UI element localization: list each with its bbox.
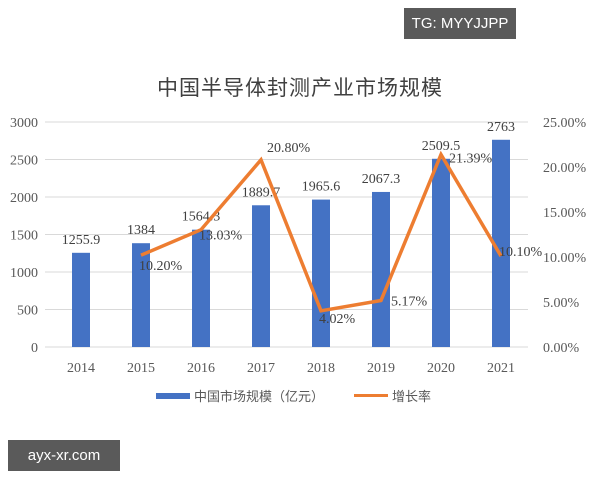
right-axis-tick: 15.00% xyxy=(543,206,587,221)
bar-value-label: 2067.3 xyxy=(362,172,401,187)
line-value-label: 5.17% xyxy=(391,294,428,309)
right-axis-tick: 10.00% xyxy=(543,251,587,266)
bar-value-label: 1965.6 xyxy=(302,180,341,195)
bar-value-label: 2763 xyxy=(487,120,515,135)
bar xyxy=(192,229,210,347)
growth-rate-line xyxy=(140,150,503,313)
legend-item-market-size: 中国市场规模（亿元） xyxy=(156,386,324,405)
legend-label-market-size: 中国市场规模（亿元） xyxy=(194,390,325,405)
right-axis-tick: 0.00% xyxy=(543,341,580,356)
bar-value-label: 1255.9 xyxy=(62,233,101,248)
line-value-label: 13.03% xyxy=(199,229,243,244)
x-axis-tick: 2018 xyxy=(307,361,335,376)
x-axis-tick: 2014 xyxy=(67,361,95,376)
x-axis-tick: 2016 xyxy=(187,361,215,376)
left-axis-tick: 500 xyxy=(17,304,38,319)
legend-label-growth-rate: 增长率 xyxy=(392,390,432,405)
x-axis-tick: 2020 xyxy=(427,361,455,376)
chart-legend: 中国市场规模（亿元） 增长率 xyxy=(156,386,461,405)
bar-value-label: 1384 xyxy=(127,223,155,238)
left-axis-tick: 0 xyxy=(31,341,38,356)
legend-item-growth-rate: 增长率 xyxy=(354,386,431,405)
bar-swatch-icon xyxy=(156,392,190,399)
bar xyxy=(372,191,390,347)
line-value-label: 4.02% xyxy=(319,312,356,327)
line-value-label: 21.39% xyxy=(449,151,493,166)
bar xyxy=(252,205,270,347)
right-axis-tick: 5.00% xyxy=(543,296,580,311)
line-value-label: 10.10% xyxy=(499,245,543,260)
bar xyxy=(132,243,150,347)
x-axis-tick: 2015 xyxy=(127,361,155,376)
line-swatch-icon xyxy=(354,394,389,397)
bar xyxy=(492,139,510,347)
line-value-label: 10.20% xyxy=(139,259,183,274)
left-axis-tick: 1500 xyxy=(10,229,38,244)
right-axis-tick: 25.00% xyxy=(543,116,587,131)
x-axis-tick: 2017 xyxy=(247,361,275,376)
bar xyxy=(72,252,90,347)
left-axis-tick: 2500 xyxy=(10,154,38,169)
x-axis-tick: 2019 xyxy=(367,361,395,376)
bar-value-label: 2509.5 xyxy=(422,139,461,154)
left-axis-tick: 1000 xyxy=(10,266,38,281)
bar xyxy=(432,158,450,347)
line-value-label: 20.80% xyxy=(267,141,311,156)
watermark-badge-top: TG: MYYJJPP xyxy=(404,8,516,39)
right-axis-tick: 20.00% xyxy=(543,161,587,176)
bar-value-label: 1889.7 xyxy=(242,185,281,200)
x-axis-tick: 2021 xyxy=(487,361,515,376)
left-axis-tick: 2000 xyxy=(10,191,38,206)
watermark-badge-bottom: ayx-xr.com xyxy=(8,440,120,471)
chart-title: 中国半导体封测产业市场规模 xyxy=(157,76,443,100)
left-axis-tick: 3000 xyxy=(10,116,38,131)
